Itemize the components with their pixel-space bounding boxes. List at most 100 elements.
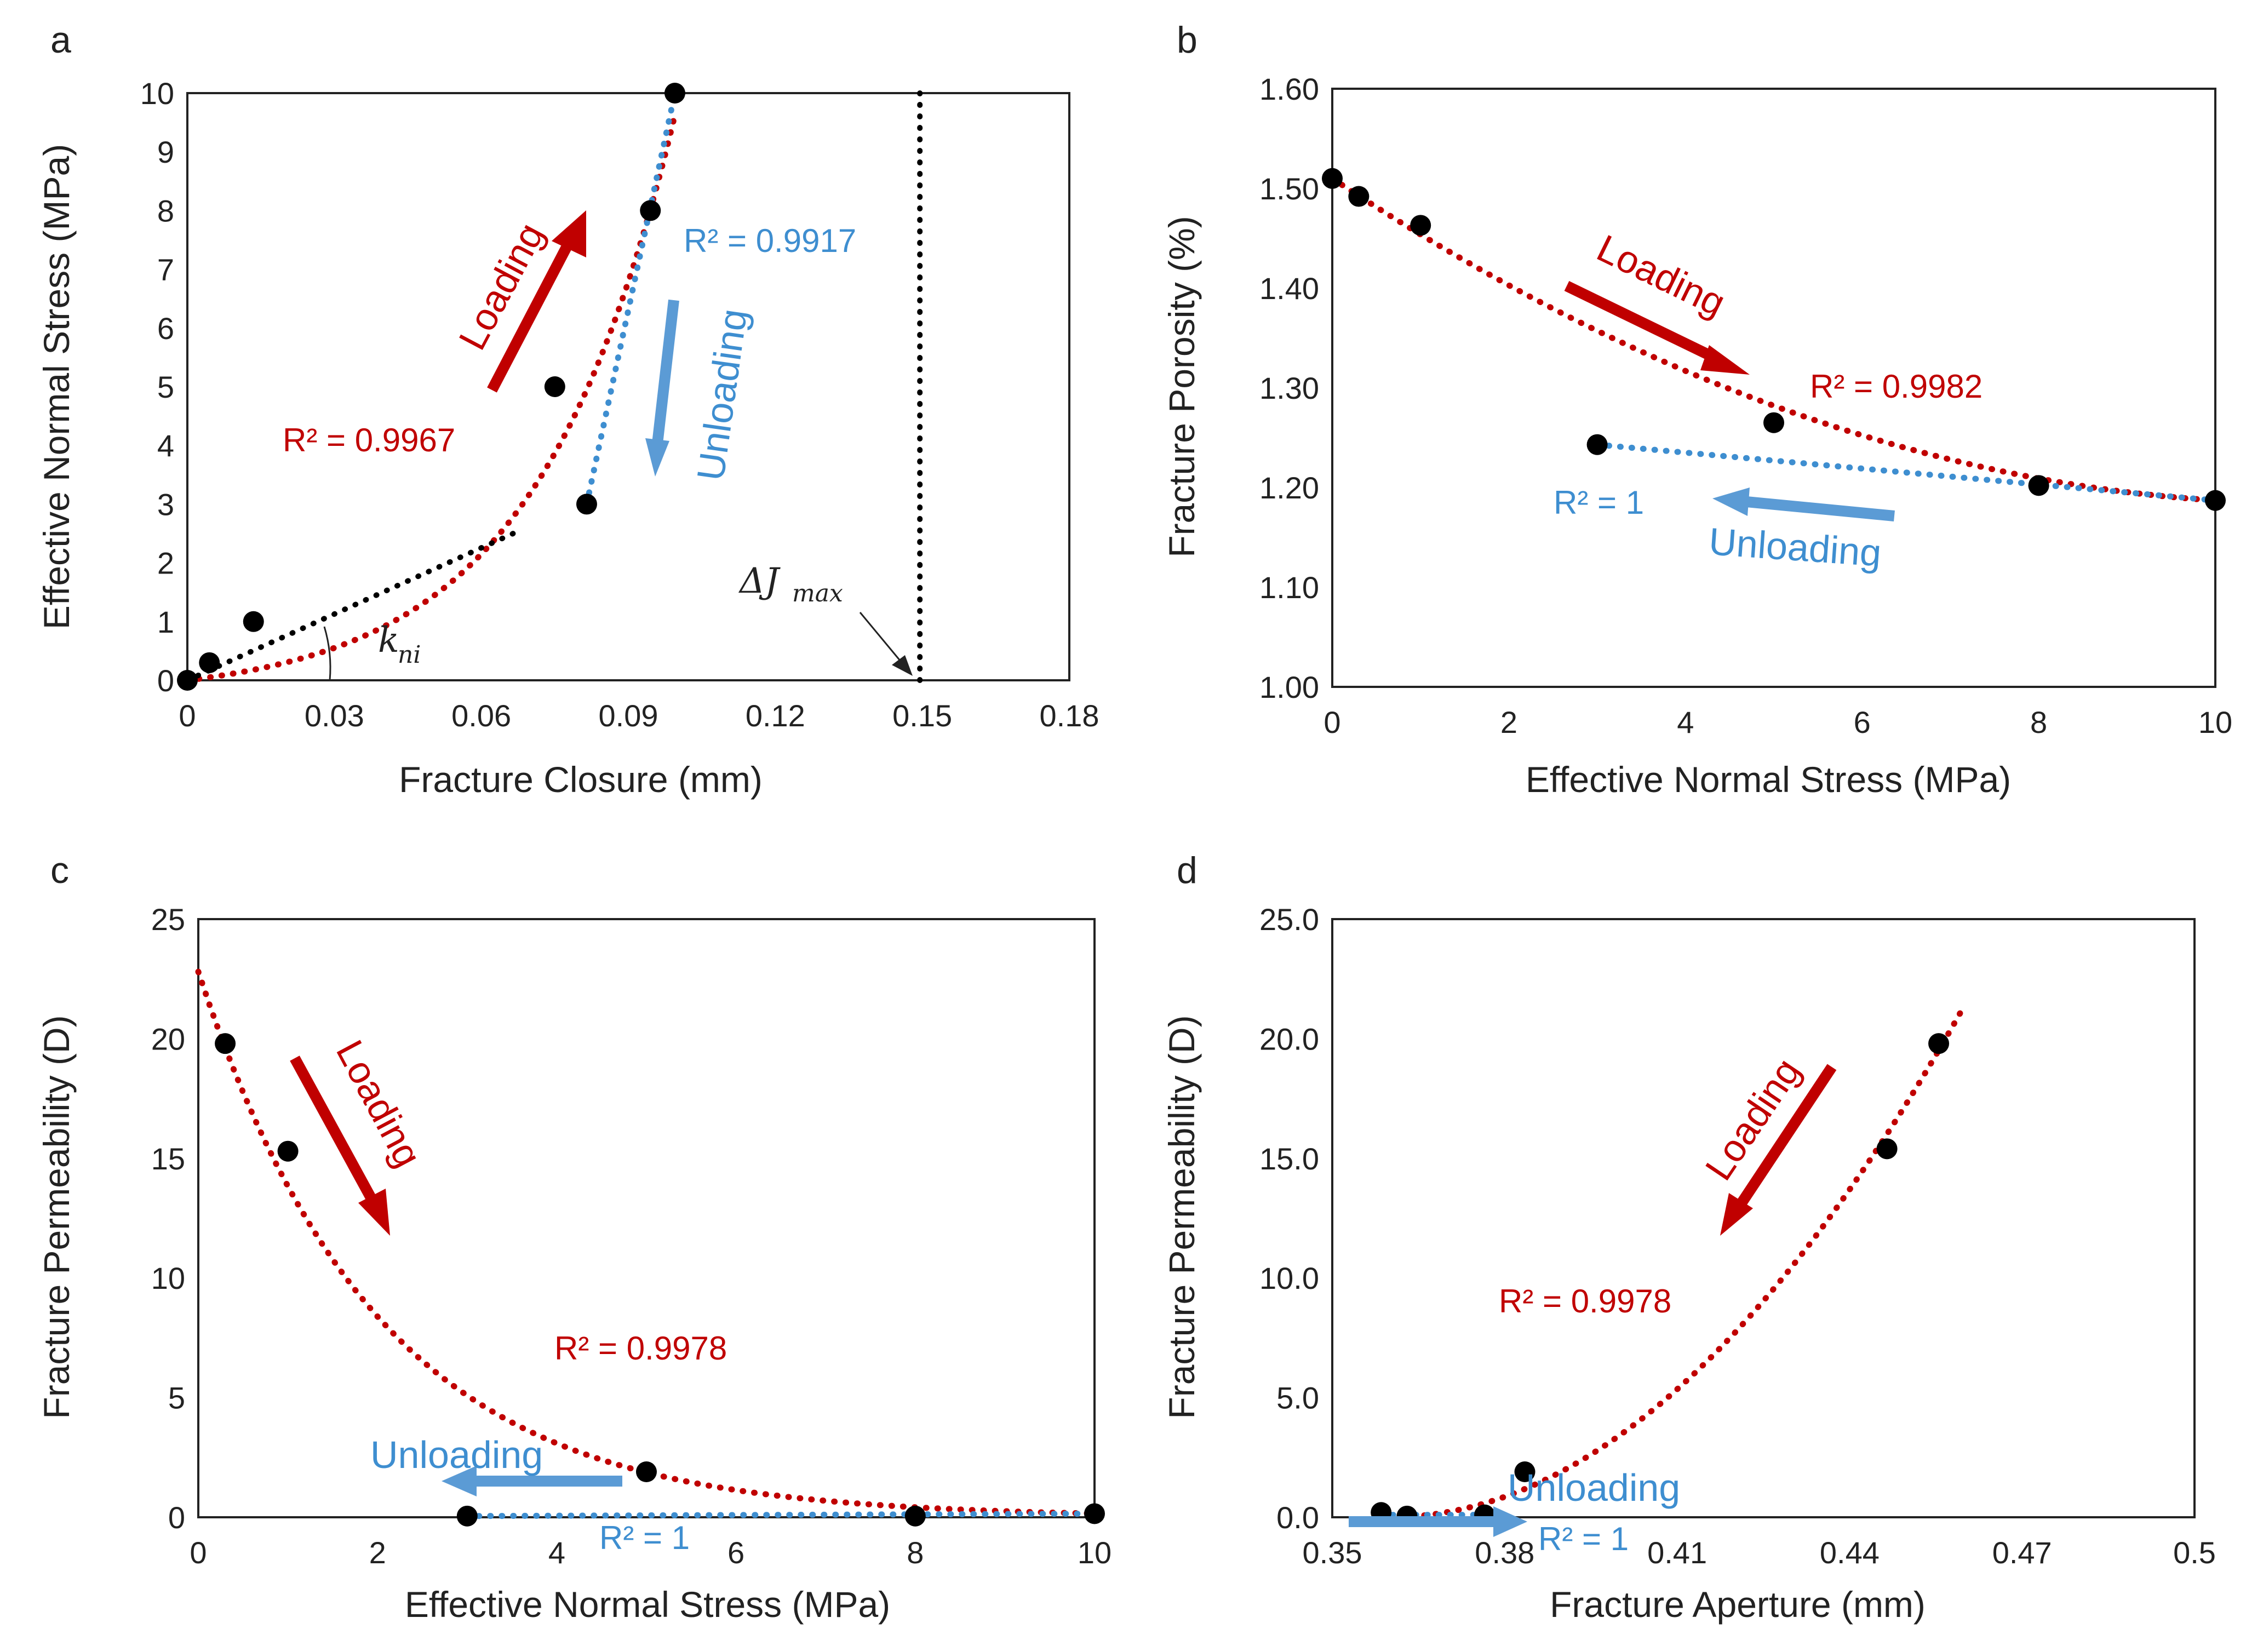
panel-d-unloading-label: Unloading [1508, 1466, 1680, 1509]
panel-d-ytick-label: 15.0 [1259, 1142, 1319, 1176]
panel-a-djmax-label: ΔJ [738, 561, 781, 601]
panel-b-unloading-label: Unloading [1708, 520, 1883, 575]
panel-a-ytick-labels: 0 1 2 3 4 5 6 7 8 9 10 [140, 76, 174, 698]
panel-d-xtick-label: 0.44 [1820, 1535, 1880, 1570]
panel-d-xtick-label: 0.41 [1647, 1535, 1707, 1570]
panel-c-r2-unloading: R² = 1 [599, 1519, 690, 1556]
panel-c-data-point [1084, 1503, 1105, 1524]
panel-a-ytick-label: 1 [157, 605, 174, 639]
panel-c-xlabel: Effective Normal Stress (MPa) [405, 1584, 890, 1625]
panel-a-data-point [640, 200, 661, 221]
panel-a-xtick-label: 0.12 [746, 698, 805, 733]
panel-d-ytick-label: 5.0 [1276, 1381, 1319, 1415]
panel-a-angle-arc [323, 626, 331, 681]
panel-a-tangent-line [185, 531, 516, 683]
panel-a-r2-loading: R² = 0.9967 [283, 422, 455, 458]
panel-b-xtick-labels: 0 2 4 6 8 10 [1323, 705, 2232, 739]
panel-c-xtick-label: 6 [727, 1535, 744, 1570]
panel-a-ytick-label: 4 [157, 428, 174, 463]
panel-b-letter: b [1177, 19, 1198, 61]
panel-d-letter: d [1177, 850, 1198, 891]
panel-d-r2-loading: R² = 0.9978 [1499, 1283, 1671, 1320]
panel-a-ytick-label: 6 [157, 311, 174, 346]
panel-c-data-point [277, 1140, 299, 1162]
panel-a-unloading-line [583, 90, 678, 507]
panel-d-xtick-labels: 0.35 0.38 0.41 0.44 0.47 0.5 [1303, 1535, 2216, 1570]
panel-c-xtick-label: 0 [190, 1535, 207, 1570]
panel-b-xtick-label: 4 [1677, 705, 1694, 739]
panel-c-data-point [904, 1505, 926, 1527]
panel-b-ytick-label: 1.20 [1259, 471, 1319, 505]
panel-a-xtick-label: 0.06 [451, 698, 511, 733]
panel-d-unloading-arrow [1349, 1506, 1527, 1537]
panel-a: a 0 1 2 3 4 5 6 7 8 9 10 0 0.03 0.06 0.09 0.12 0.15 0.18… [36, 19, 1099, 800]
panel-a-points [177, 83, 685, 691]
panel-d-xlabel: Fracture Aperture (mm) [1550, 1584, 1926, 1625]
panel-a-ytick-label: 3 [157, 487, 174, 521]
panel-a-xtick-labels: 0 0.03 0.06 0.09 0.12 0.15 0.18 [179, 698, 1099, 733]
panel-b-ylabel: Fracture Porosity (%) [1161, 216, 1202, 557]
panel-b-data-point [1763, 412, 1784, 433]
panel-a-data-point [243, 611, 264, 632]
panel-d-ytick-label: 0.0 [1276, 1500, 1319, 1535]
panel-a-xtick-label: 0.03 [305, 698, 364, 733]
panel-a-loading-arrow [487, 210, 586, 393]
panel-a-xtick-label: 0.18 [1040, 698, 1099, 733]
panel-c-xtick-label: 2 [369, 1535, 386, 1570]
panel-a-data-point [177, 670, 198, 691]
panel-c-data-point [456, 1505, 478, 1527]
panel-d-series [1375, 1002, 1968, 1521]
panel-c-xtick-label: 10 [1078, 1535, 1111, 1570]
panel-b-points [1322, 168, 2226, 511]
panel-c-ytick-label: 5 [168, 1381, 185, 1415]
panel-a-unloading-label: Unloading [689, 306, 755, 483]
panel-d-ytick-label: 25.0 [1259, 902, 1319, 937]
panel-b-loading-arrow [1564, 281, 1750, 375]
panel-c-ylabel: Fracture Permeability (D) [36, 1015, 77, 1419]
panel-a-ytick-label: 9 [157, 135, 174, 169]
panel-b-ytick-label: 1.50 [1259, 171, 1319, 206]
panel-a-r2-unloading: R² = 0.9917 [684, 222, 856, 259]
panel-b-ytick-labels: 1.00 1.10 1.20 1.30 1.40 1.50 1.60 [1259, 72, 1319, 704]
panel-b-xlabel: Effective Normal Stress (MPa) [1526, 759, 2011, 800]
panel-c-ytick-label: 25 [151, 902, 185, 937]
panel-b-series [1329, 175, 2219, 504]
panel-c-ytick-label: 20 [151, 1022, 185, 1056]
panel-b-data-point [1410, 215, 1431, 236]
panel-a-xlabel: Fracture Closure (mm) [399, 759, 763, 800]
panel-d-loading-arrow [1720, 1064, 1837, 1236]
panel-d-plot-frame [1331, 918, 2196, 1518]
panel-c-r2-loading: R² = 0.9978 [554, 1330, 727, 1367]
panel-c-unloading-arrow [442, 1466, 622, 1496]
panel-d-xtick-label: 0.47 [1992, 1535, 2052, 1570]
panel-b-xtick-label: 2 [1500, 705, 1517, 739]
panel-a-data-point [544, 376, 565, 397]
panel-d-data-point [1928, 1033, 1950, 1054]
panel-c-ytick-label: 15 [151, 1142, 185, 1176]
panel-a-ytick-label: 8 [157, 193, 174, 228]
panel-a-unloading-arrow [645, 299, 679, 477]
panel-a-kni-sub: ni [398, 641, 421, 669]
panel-a-ytick-label: 7 [157, 253, 174, 287]
panel-d-ytick-label: 10.0 [1259, 1261, 1319, 1295]
panel-d-xtick-label: 0.5 [2173, 1535, 2216, 1570]
panel-c-unloading-line [464, 1510, 1098, 1519]
panel-a-kni-label: k [378, 620, 399, 661]
panel-b-data-point [1348, 186, 1370, 207]
panel-d-data-point [1514, 1461, 1535, 1483]
panel-c-points [215, 1033, 1105, 1527]
panel-d-r2-unloading: R² = 1 [1538, 1521, 1629, 1557]
panel-a-series [184, 90, 923, 684]
panel-c-ytick-label: 0 [168, 1500, 185, 1535]
panel-c-xtick-label: 8 [907, 1535, 924, 1570]
panel-c-data-point [636, 1461, 657, 1483]
panel-b-ytick-label: 1.40 [1259, 271, 1319, 306]
panel-a-data-point [199, 652, 220, 673]
panel-a-data-point [576, 494, 597, 515]
panel-c-xtick-label: 4 [548, 1535, 565, 1570]
panel-c-ytick-label: 10 [151, 1261, 185, 1295]
panel-a-xtick-label: 0.15 [892, 698, 952, 733]
panel-c-loading-arrow [290, 1056, 390, 1236]
panel-b-unloading-line [1594, 441, 2219, 504]
